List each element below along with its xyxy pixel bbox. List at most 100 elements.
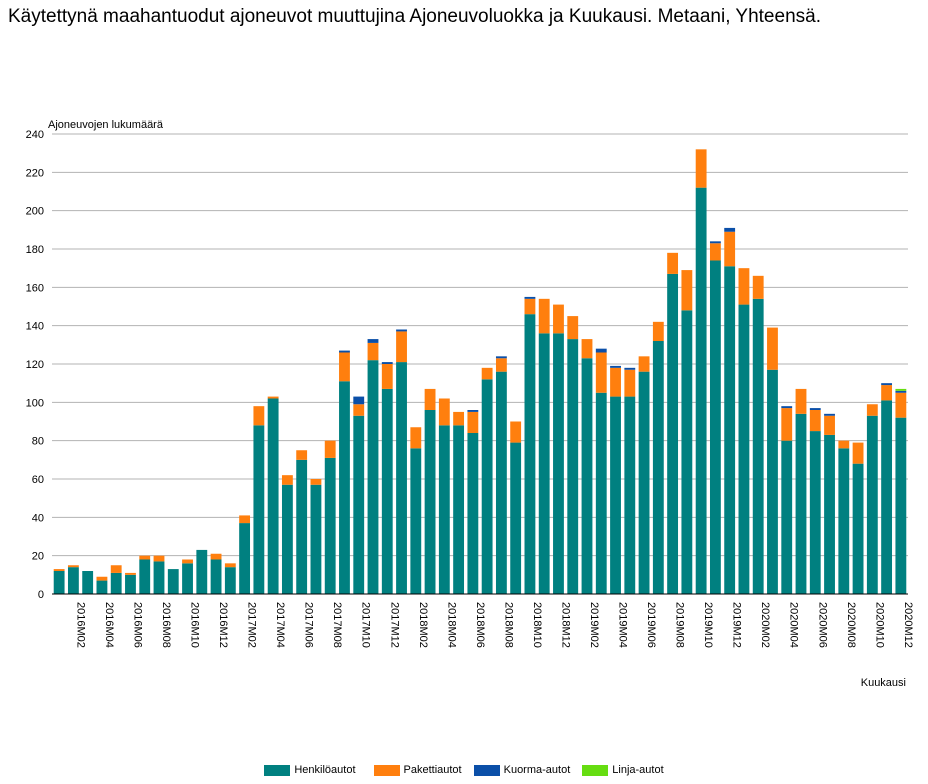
bar-segment [724, 227, 736, 232]
x-axis-title: Kuukausi [861, 677, 906, 689]
x-tick-label: 2020M08 [845, 602, 857, 648]
legend-swatch [264, 764, 291, 776]
bar-segment [638, 356, 650, 372]
bar-segment [652, 341, 664, 594]
bar-segment [681, 270, 693, 311]
bar-segment [96, 580, 108, 594]
legend-swatch [582, 764, 609, 776]
bar-segment [738, 304, 750, 594]
legend-label: Kuorma-autot [503, 764, 571, 776]
bar-segment [224, 563, 236, 568]
legend-swatch [373, 764, 400, 776]
bar-segment [481, 367, 493, 380]
bar-segment [524, 298, 536, 315]
x-tick-label: 2017M04 [274, 602, 286, 648]
x-tick-label: 2018M04 [445, 602, 457, 648]
bar-segment [453, 425, 465, 594]
bar-segment [567, 316, 579, 340]
bar-segment [610, 365, 621, 368]
bar-segment [381, 388, 393, 594]
bar-segment [253, 425, 265, 594]
bar-segment [795, 388, 807, 414]
x-tick-label: 2016M12 [217, 602, 229, 648]
bar-segment [866, 415, 878, 594]
y-tick-label: 220 [26, 167, 44, 179]
bar-segment [339, 381, 350, 594]
y-axis-title: Ajoneuvojen lukumäärä [48, 119, 164, 131]
y-tick-label: 100 [26, 397, 44, 409]
bar-segment [709, 243, 721, 261]
bar-segment [881, 383, 893, 386]
bar-segment [495, 358, 507, 372]
x-tick-label: 2017M02 [246, 602, 258, 648]
bar-segment [781, 440, 793, 594]
legend-item: Pakettiautot [373, 764, 462, 776]
bar-segment [809, 431, 821, 594]
x-tick-label: 2019M02 [588, 602, 600, 648]
bar-segment [381, 364, 393, 389]
bar-segment [838, 440, 850, 449]
bar-segment [281, 475, 293, 485]
bar-segment [581, 339, 593, 359]
bar-segment [895, 388, 907, 391]
x-tick-label: 2018M02 [417, 602, 429, 648]
bar-segment [709, 260, 721, 594]
bar-segment [239, 515, 251, 524]
x-tick-label: 2018M10 [531, 602, 543, 648]
bar-segment [510, 421, 522, 443]
legend: Henkilöautot Pakettiautot Kuorma-autot Linj… [0, 764, 928, 776]
legend-item: Kuorma-autot [473, 764, 571, 776]
y-tick-label: 200 [26, 206, 44, 218]
bar-segment [724, 266, 736, 594]
x-tick-label: 2017M10 [360, 602, 372, 648]
bar-segment [738, 268, 750, 305]
bar-segment [767, 369, 778, 594]
bar-segment [353, 404, 365, 416]
bar-segment [824, 413, 835, 416]
bar-segment [167, 569, 179, 594]
bar-segment [809, 408, 821, 410]
x-tick-label: 2016M02 [74, 602, 86, 648]
bar-segment [467, 433, 479, 594]
y-tick-label: 40 [32, 512, 44, 524]
bar-segment [538, 298, 550, 334]
bar-segment [624, 367, 636, 370]
bar-segment [795, 413, 807, 594]
bar-segment [495, 356, 507, 359]
y-tick-label: 120 [26, 359, 44, 371]
gridlines [52, 133, 908, 595]
bar-segment [652, 321, 664, 341]
x-tick-label: 2017M06 [303, 602, 315, 648]
bar-segment [624, 369, 636, 397]
bar-segment [153, 555, 165, 562]
x-tick-label: 2017M12 [388, 602, 400, 648]
x-axis-ticks: 2016M02 2016M04 2016M06 2016M08 2016M10 2016M… [74, 602, 913, 648]
bar-segment [752, 275, 764, 299]
bar-segment [424, 410, 436, 594]
bar-segment [381, 362, 393, 364]
bar-segment [296, 450, 308, 460]
bar-segment [267, 398, 279, 594]
bar-segment [125, 572, 136, 575]
x-tick-label: 2020M10 [873, 602, 885, 648]
bar-segment [438, 398, 450, 426]
bar-segment [67, 565, 79, 568]
bar-segment [610, 367, 621, 397]
bar-segment [553, 333, 564, 594]
legend-label: Linja-autot [612, 764, 664, 776]
y-tick-label: 0 [38, 589, 44, 601]
bar-segment [196, 549, 208, 594]
bar-segment [53, 569, 65, 571]
bar-segment [467, 411, 479, 433]
bar-segment [96, 576, 108, 581]
bar-segment [495, 371, 507, 594]
bar-segment [781, 406, 793, 409]
y-tick-label: 60 [32, 474, 44, 486]
bar-segment [253, 406, 265, 426]
bar-segment [781, 408, 793, 441]
bar-segment [396, 362, 407, 594]
bar-segment [595, 348, 607, 353]
bar-segment [410, 448, 422, 594]
bar-segment [410, 427, 422, 449]
bar-segment [510, 442, 522, 594]
